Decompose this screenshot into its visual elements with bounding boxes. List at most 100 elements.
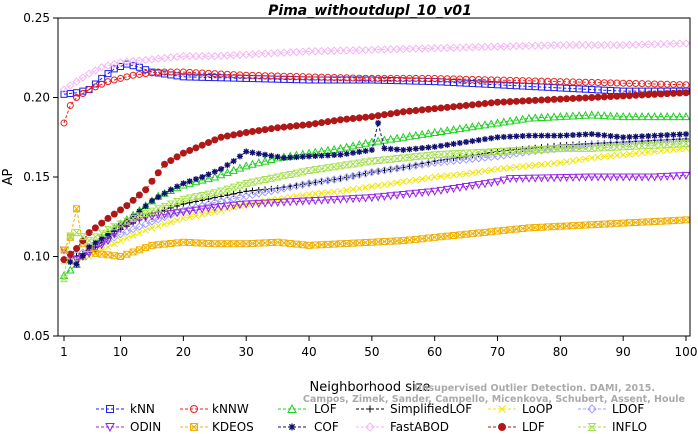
- data-point: [154, 205, 163, 213]
- data-point: [519, 163, 526, 170]
- data-point: [544, 160, 552, 168]
- data-point: [331, 152, 338, 159]
- data-point: [135, 63, 143, 71]
- data-point: [274, 153, 281, 160]
- data-point: [254, 199, 264, 208]
- legend-marker: [365, 422, 375, 432]
- data-point: [531, 161, 539, 169]
- data-point: [443, 172, 451, 180]
- data-point: [450, 171, 457, 179]
- series-inflo: [59, 140, 690, 283]
- data-point: [494, 98, 502, 106]
- data-point: [587, 110, 597, 119]
- data-point: [626, 150, 633, 158]
- data-point: [230, 131, 238, 139]
- data-point: [122, 217, 132, 225]
- data-point: [500, 133, 507, 140]
- data-point: [310, 197, 320, 206]
- series-kdeos: [60, 205, 690, 260]
- data-point: [191, 206, 201, 215]
- data-point: [607, 93, 615, 101]
- data-point: [612, 111, 622, 120]
- data-point: [417, 152, 427, 160]
- legend-label: kNN: [130, 402, 155, 416]
- data-point: [274, 124, 282, 132]
- x-tick-label: 50: [364, 345, 379, 359]
- data-point: [298, 47, 307, 56]
- legend-marker: [587, 404, 597, 414]
- data-point: [128, 57, 138, 66]
- data-point: [235, 163, 245, 172]
- data-point: [493, 42, 502, 51]
- data-point: [79, 237, 87, 245]
- data-point: [405, 153, 414, 161]
- data-point: [487, 42, 496, 51]
- data-point: [512, 41, 521, 51]
- data-point: [73, 245, 81, 253]
- legend-item-knn: kNN: [96, 402, 155, 416]
- data-point: [417, 129, 427, 138]
- data-point: [273, 153, 282, 162]
- data-point: [499, 176, 509, 185]
- data-point: [606, 143, 615, 151]
- data-point: [287, 154, 294, 161]
- data-point: [662, 112, 672, 121]
- data-point: [198, 51, 207, 61]
- data-point: [436, 150, 446, 158]
- data-point: [601, 132, 608, 139]
- data-point: [342, 195, 352, 204]
- data-point: [248, 128, 256, 136]
- data-point: [500, 98, 508, 106]
- data-point: [650, 141, 659, 149]
- data-point: [210, 189, 219, 197]
- data-point: [530, 174, 540, 183]
- data-point: [569, 132, 576, 139]
- data-point: [626, 133, 633, 140]
- data-point: [73, 261, 80, 268]
- data-point: [606, 173, 615, 182]
- data-point: [675, 172, 685, 181]
- data-point: [79, 90, 87, 98]
- data-point: [104, 78, 112, 86]
- data-point: [386, 134, 396, 143]
- data-point: [562, 40, 571, 50]
- data-point: [229, 201, 238, 210]
- data-point: [480, 153, 490, 162]
- data-point: [286, 193, 294, 201]
- data-point: [399, 154, 408, 162]
- data-point: [644, 40, 653, 49]
- data-point: [392, 44, 402, 54]
- data-point: [543, 145, 552, 154]
- data-point: [424, 188, 433, 197]
- legend-item-odin: ODIN: [96, 420, 161, 434]
- data-point: [606, 40, 615, 50]
- data-point: [574, 144, 584, 152]
- data-point: [550, 223, 558, 231]
- data-point: [211, 168, 218, 175]
- data-point: [475, 229, 483, 237]
- data-point: [425, 144, 432, 151]
- data-point: [192, 212, 200, 220]
- data-point: [356, 148, 363, 155]
- data-point: [449, 156, 458, 165]
- data-point: [211, 240, 219, 248]
- data-point: [675, 112, 685, 121]
- data-point: [367, 45, 377, 55]
- data-point: [122, 57, 132, 67]
- data-point: [563, 95, 571, 103]
- data-point: [387, 180, 395, 188]
- data-point: [323, 196, 333, 205]
- data-point: [110, 210, 118, 218]
- data-point: [305, 121, 313, 129]
- legend-label: KDEOS: [212, 420, 254, 434]
- data-point: [161, 160, 169, 168]
- data-point: [600, 144, 609, 152]
- data-point: [444, 141, 451, 148]
- data-point: [161, 190, 168, 197]
- data-point: [110, 233, 119, 242]
- data-point: [656, 141, 666, 149]
- data-point: [197, 175, 207, 184]
- data-point: [550, 95, 558, 103]
- data-point: [355, 185, 363, 192]
- data-point: [588, 94, 596, 101]
